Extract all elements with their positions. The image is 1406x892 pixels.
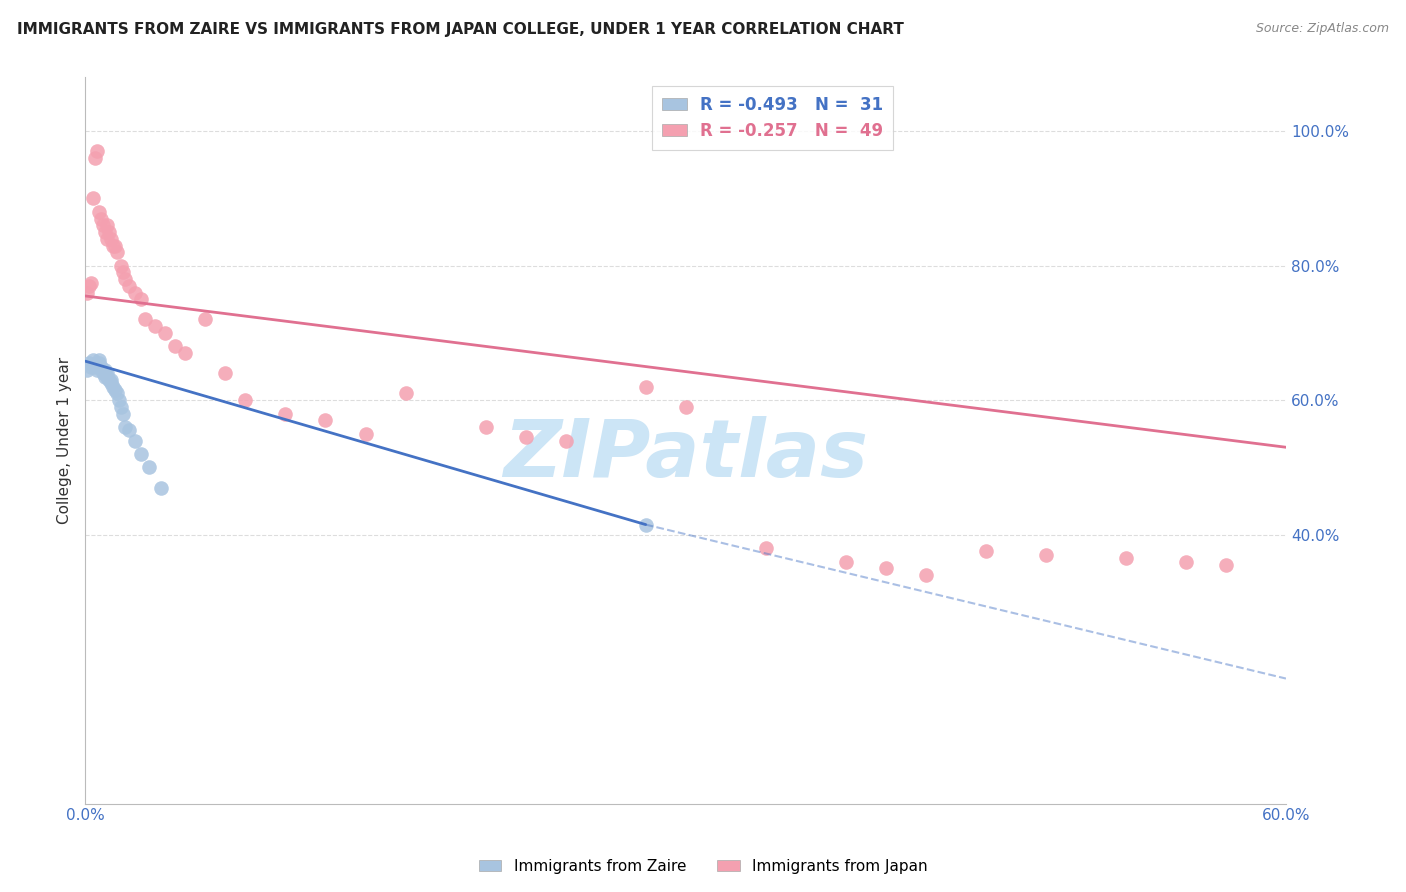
Point (80, 276, 103, 290)
Point (98, 373, 121, 387)
Point (214, 366, 236, 380)
Point (105, 386, 128, 401)
Point (138, 460, 160, 475)
Text: ZIPatlas: ZIPatlas (503, 416, 868, 494)
Point (96, 369, 118, 384)
Point (131, 293, 153, 307)
Point (1115, 551, 1137, 566)
Point (235, 393, 257, 408)
Text: IMMIGRANTS FROM ZAIRE VS IMMIGRANTS FROM JAPAN COLLEGE, UNDER 1 YEAR CORRELATION: IMMIGRANTS FROM ZAIRE VS IMMIGRANTS FROM… (17, 22, 904, 37)
Point (112, 407, 135, 421)
Point (105, 245, 128, 260)
Point (96, 219, 118, 233)
Point (1174, 555, 1197, 569)
Point (110, 259, 132, 273)
Point (98, 225, 121, 239)
Point (79, 356, 101, 370)
Point (274, 407, 297, 421)
Point (76, 285, 98, 300)
Point (554, 434, 576, 448)
Point (84, 151, 107, 165)
Point (194, 312, 217, 326)
Point (131, 447, 153, 461)
Point (82, 352, 104, 367)
Point (118, 424, 141, 438)
Point (90, 211, 112, 226)
Point (974, 544, 997, 558)
Point (100, 232, 122, 246)
Point (1215, 558, 1237, 572)
Point (80, 359, 103, 374)
Point (86, 363, 108, 377)
Point (150, 481, 173, 495)
Point (79, 278, 101, 293)
Point (100, 376, 122, 391)
Point (96, 366, 118, 380)
Point (165, 339, 187, 353)
Point (100, 373, 122, 387)
Point (515, 430, 537, 444)
Point (93, 363, 115, 377)
Point (82, 191, 104, 205)
Point (1035, 548, 1057, 562)
Point (104, 383, 127, 397)
Point (634, 380, 657, 394)
Point (103, 380, 125, 394)
Point (112, 265, 135, 279)
Point (124, 285, 146, 300)
Legend: R = -0.493   N =  31, R = -0.257   N =  49: R = -0.493 N = 31, R = -0.257 N = 49 (652, 86, 893, 150)
Point (84, 359, 107, 374)
Point (94, 363, 117, 377)
Point (134, 312, 156, 326)
Point (89, 352, 111, 367)
Point (76, 363, 98, 377)
Y-axis label: College, Under 1 year: College, Under 1 year (58, 357, 72, 524)
Point (114, 272, 136, 286)
Point (354, 426, 377, 441)
Point (86, 145, 108, 159)
Point (634, 517, 657, 532)
Point (93, 219, 115, 233)
Legend: Immigrants from Zaire, Immigrants from Japan: Immigrants from Zaire, Immigrants from J… (472, 853, 934, 880)
Point (118, 278, 141, 293)
Point (108, 393, 131, 408)
Point (155, 326, 177, 340)
Point (93, 366, 115, 380)
Point (394, 386, 416, 401)
Point (675, 400, 697, 414)
Point (124, 434, 146, 448)
Point (89, 356, 111, 370)
Point (94, 225, 117, 239)
Point (914, 568, 936, 582)
Point (835, 555, 858, 569)
Point (90, 359, 112, 374)
Text: Source: ZipAtlas.com: Source: ZipAtlas.com (1256, 22, 1389, 36)
Point (104, 238, 127, 252)
Point (875, 561, 897, 575)
Point (103, 238, 125, 252)
Point (114, 420, 136, 434)
Point (89, 205, 111, 219)
Point (96, 232, 118, 246)
Point (315, 413, 337, 427)
Point (110, 400, 132, 414)
Point (94, 369, 117, 384)
Point (755, 541, 778, 555)
Point (174, 346, 197, 360)
Point (474, 420, 496, 434)
Point (145, 319, 167, 334)
